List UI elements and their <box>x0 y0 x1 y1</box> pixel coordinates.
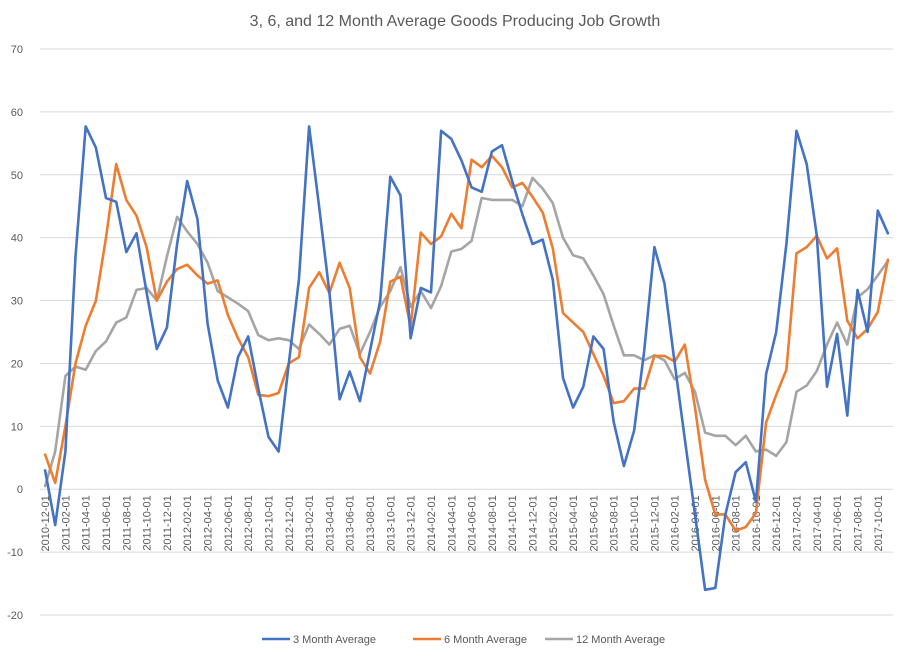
x-tick-label: 2015-06-01 <box>588 495 600 551</box>
x-tick-label: 2013-10-01 <box>385 495 397 551</box>
x-tick-label: 2014-08-01 <box>487 495 499 551</box>
x-tick-label: 2012-02-01 <box>182 495 194 551</box>
y-tick-label: 30 <box>11 296 23 308</box>
x-tick-label: 2013-08-01 <box>365 495 377 551</box>
x-tick-label: 2015-12-01 <box>649 495 661 551</box>
x-tick-label: 2016-12-01 <box>771 495 783 551</box>
x-tick-label: 2015-02-01 <box>548 495 560 551</box>
x-tick-label: 2012-06-01 <box>223 495 235 551</box>
x-tick-label: 2012-04-01 <box>203 495 215 551</box>
x-tick-label: 2015-08-01 <box>609 495 621 551</box>
x-tick-label: 2017-04-01 <box>812 495 824 551</box>
x-tick-label: 2011-06-01 <box>101 495 113 550</box>
x-tick-label: 2016-08-01 <box>731 495 743 551</box>
x-tick-label: 2011-04-01 <box>81 495 93 550</box>
x-tick-label: 2012-10-01 <box>263 495 275 551</box>
x-tick-label: 2012-08-01 <box>243 495 255 551</box>
y-tick-label: 40 <box>11 233 23 245</box>
x-tick-label: 2011-02-01 <box>60 495 72 550</box>
x-tick-label: 2014-06-01 <box>467 495 479 551</box>
x-tick-label: 2014-10-01 <box>507 495 519 551</box>
x-tick-label: 2013-06-01 <box>345 495 357 551</box>
y-tick-label: 60 <box>11 107 23 119</box>
y-tick-label: 50 <box>11 170 23 182</box>
x-tick-label: 2013-04-01 <box>324 495 336 551</box>
x-tick-label: 2014-02-01 <box>426 495 438 551</box>
x-tick-label: 2013-02-01 <box>304 495 316 551</box>
legend-label: 12 Month Average <box>576 634 665 646</box>
x-tick-label: 2017-06-01 <box>832 495 844 551</box>
series-lines <box>43 125 890 592</box>
y-tick-label: -10 <box>7 547 23 559</box>
x-tick-label: 2014-04-01 <box>446 495 458 551</box>
series-line-12-month-average <box>43 176 890 488</box>
legend-label: 6 Month Average <box>444 634 527 646</box>
chart-title: 3, 6, and 12 Month Average Goods Produci… <box>250 13 661 30</box>
x-axis-ticks: 2010-12-01 2011-02-01 2011-04-01 2011-06-01… <box>40 495 885 551</box>
x-tick-label: 2012-12-01 <box>284 495 296 551</box>
y-axis-ticks: -20 -10 0 10 20 30 40 50 60 70 <box>7 44 23 622</box>
series-line-6-month-average <box>43 154 890 533</box>
x-tick-label: 2011-10-01 <box>142 495 154 550</box>
x-tick-label: 2015-10-01 <box>629 495 641 551</box>
y-tick-label: -20 <box>7 610 23 622</box>
y-tick-label: 0 <box>17 484 23 496</box>
x-tick-label: 2014-12-01 <box>528 495 540 551</box>
x-tick-label: 2011-12-01 <box>162 495 174 550</box>
x-tick-label: 2017-02-01 <box>792 495 804 551</box>
x-tick-label: 2013-12-01 <box>406 495 418 551</box>
x-tick-label: 2016-10-01 <box>751 495 763 551</box>
x-tick-label: 2011-08-01 <box>121 495 133 550</box>
legend: 3 Month Average 6 Month Average 12 Month A… <box>262 634 665 646</box>
x-tick-label: 2016-02-01 <box>670 495 682 551</box>
y-tick-label: 10 <box>11 421 23 433</box>
x-tick-label: 2017-08-01 <box>852 495 864 551</box>
series-line-3-month-average <box>43 125 890 592</box>
legend-label: 3 Month Average <box>293 634 376 646</box>
y-tick-label: 20 <box>11 358 23 370</box>
x-tick-label: 2017-10-01 <box>873 495 885 551</box>
gridlines <box>40 48 893 616</box>
x-tick-label: 2015-04-01 <box>568 495 580 551</box>
x-tick-label: 2010-12-01 <box>40 495 52 551</box>
y-tick-label: 70 <box>11 44 23 56</box>
